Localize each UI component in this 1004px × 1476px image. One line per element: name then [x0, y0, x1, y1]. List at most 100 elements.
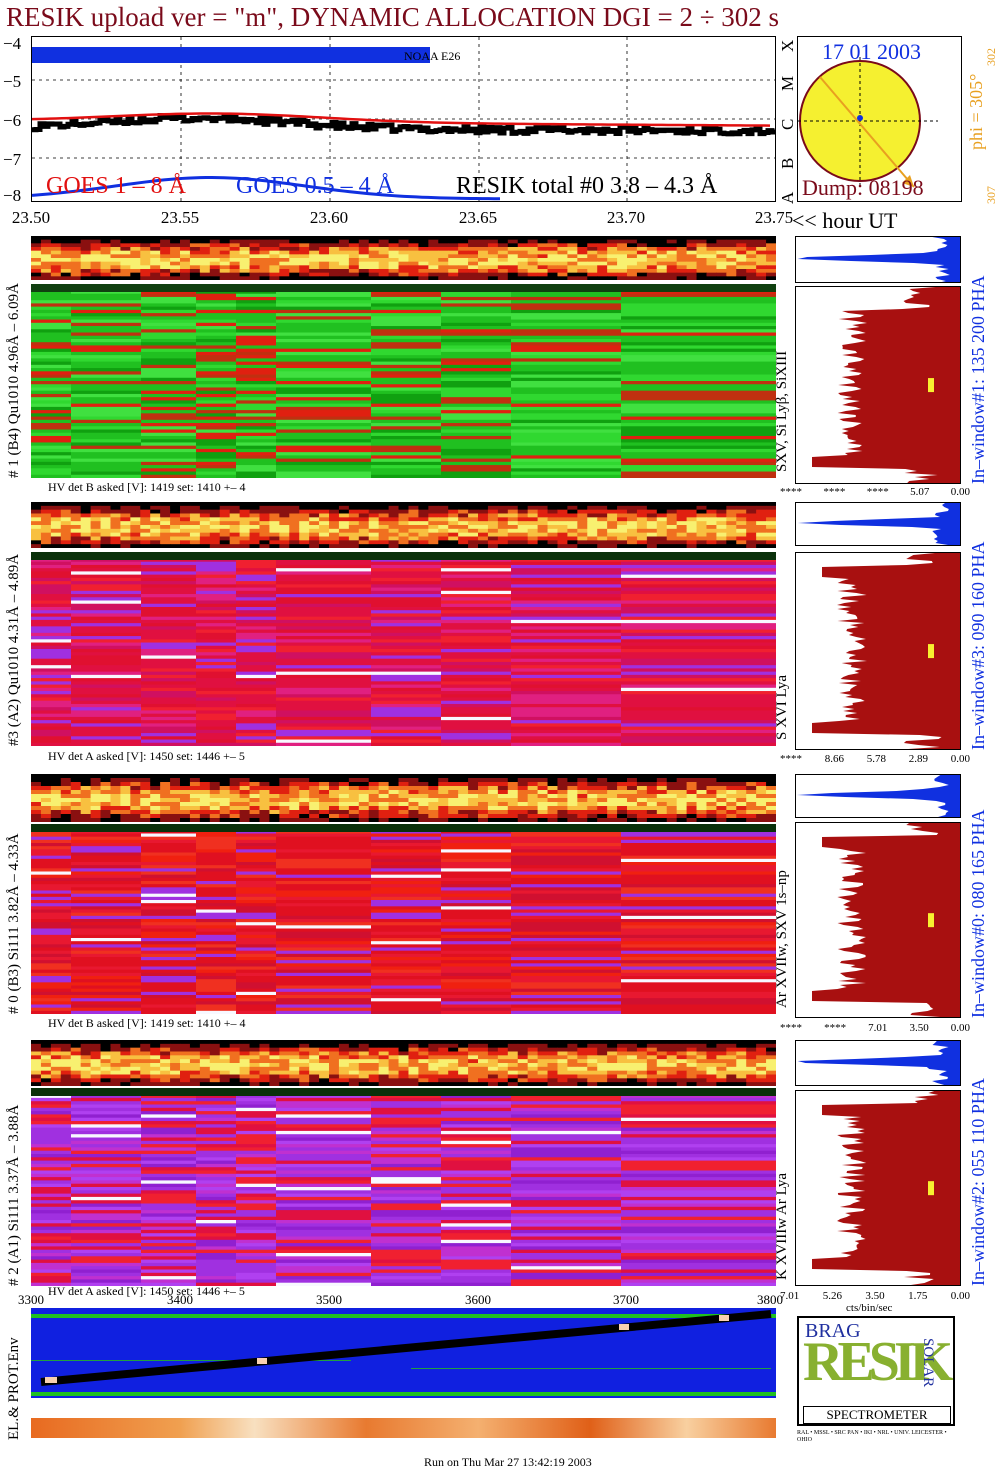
class-b: B	[778, 157, 797, 169]
channel-ch0-overview-strip	[31, 774, 776, 822]
hist-tick-label: 1.75	[908, 1290, 928, 1302]
channel-ch3-window-label: In–window#3: 090 160 PHA	[968, 541, 988, 750]
bottom-tick: 3400	[167, 1292, 193, 1307]
hist-tick-label: 5.26	[822, 1290, 842, 1302]
channel-ch1-hist-ticks: **** **** **** 5.07 0.00	[780, 486, 970, 498]
goes-short-series	[32, 176, 501, 201]
phi-bottom: 307	[984, 186, 998, 204]
env-panel	[31, 1308, 776, 1440]
bottom-tick: 3300	[18, 1292, 44, 1307]
hist-tick-label: 3.50	[865, 1290, 885, 1302]
channel-ch2-wavelength-label: # 2 (A1) Si111 3.37Å – 3.88Å	[6, 1104, 22, 1286]
class-a: A	[778, 191, 797, 204]
hist-tick-label: ****	[780, 753, 802, 765]
hist-tick-label: ****	[866, 486, 889, 498]
hist-tick-label: 0.00	[950, 753, 970, 765]
y-tick-minus4: −4	[3, 34, 22, 53]
logo-solar: SOLAR	[920, 1338, 936, 1388]
time-tick: 23.70	[606, 208, 646, 227]
time-tick: 23.55	[160, 208, 200, 227]
bottom-tick: 3500	[316, 1292, 342, 1307]
time-tick: 23.60	[309, 208, 349, 227]
bottom-tick: 3700	[613, 1292, 639, 1307]
channel-ch0-spectrogram	[31, 824, 776, 1014]
logo-spectrometer: SPECTROMETER	[803, 1406, 951, 1424]
channel-ch3-wavelength-label: #3 (A2) Qu1010 4.31Å – 4.89Å	[6, 553, 22, 746]
sun-disc-svg	[798, 57, 938, 188]
y-tick-minus6: −6	[3, 111, 22, 130]
class-m: M	[778, 75, 797, 91]
channel-ch1-spectrogram	[31, 284, 776, 478]
noaa-bar	[32, 47, 430, 63]
hist-tick-label: 0.00	[950, 1290, 970, 1302]
time-tick: 23.65	[458, 208, 498, 227]
hist-tick-label: 5.07	[910, 486, 930, 498]
logo-resik: RESIK	[803, 1331, 953, 1393]
channel-ch0-lines-label: Ar XVIIw, SXV 1s–np	[774, 870, 790, 1008]
env-label: EL.& PROT.Env	[6, 1337, 22, 1440]
legend-goes-long: GOES 1 – 8 Å	[46, 173, 187, 199]
legend-resik-total: RESIK total #0 3.8 – 4.3 Å	[456, 173, 718, 199]
channel-ch3-overview-strip	[31, 502, 776, 548]
channel-ch3-pha-histogram	[795, 552, 961, 750]
channel-ch1-pha-histogram	[795, 286, 961, 484]
orbit-date: 17 01 2003	[822, 39, 921, 64]
channel-ch0-mini-histogram	[795, 774, 961, 818]
bottom-tick: 3600	[465, 1292, 491, 1307]
dump-label: Dump: 08198	[802, 175, 924, 200]
page-title: RESIK upload ver = "m", DYNAMIC ALLOCATI…	[6, 2, 780, 32]
resik-logo: BRAG RESIK SOLAR SPECTROMETER	[797, 1316, 955, 1426]
hist-tick-label: ****	[780, 486, 802, 498]
channel-ch3-lines-label: S XVI Lya	[774, 675, 790, 740]
hist-tick-label: 0.00	[950, 486, 970, 498]
channel-ch1-mini-histogram	[795, 236, 961, 283]
legend-goes-short: GOES 0.5 – 4 Å	[236, 173, 395, 199]
hist-tick-label: ****	[824, 1022, 847, 1034]
hist-tick-label: ****	[780, 1022, 802, 1034]
channel-ch2-overview-strip	[31, 1040, 776, 1086]
class-c: C	[778, 118, 797, 130]
y-tick-minus8: −8	[3, 186, 22, 205]
channel-ch3-hist-ticks: **** 8.66 5.78 2.89 0.00	[780, 753, 970, 765]
hist-tick-label: 5.78	[866, 753, 886, 765]
channel-ch1-hv-text: HV det B asked [V]: 1419 set: 1410 +– 4	[48, 480, 246, 494]
time-tick: 23.50	[11, 208, 51, 227]
channel-ch1-lines-label: SXV, Si Lyβ, SiXIII	[774, 350, 790, 472]
hist-tick-label: 2.89	[908, 753, 928, 765]
orbit-box: 17 01 2003 Dump: 08198	[797, 36, 962, 202]
channel-ch3-hv-text: HV det A asked [V]: 1450 set: 1446 +– 5	[48, 749, 245, 763]
channel-ch1-wavelength-label: # 1 (B4) Qu1010 4.96Å – 6.09Å	[6, 283, 22, 478]
channel-ch3-mini-histogram	[795, 502, 961, 546]
env-svg	[31, 1308, 776, 1438]
logo-fine-print: RAL • MSSL • SRC PAN • IKI • NRL • UNIV.…	[797, 1430, 947, 1443]
channel-ch2-hist-xlabel: cts/bin/sec	[846, 1302, 893, 1314]
logo-brag: BRAG	[805, 1320, 861, 1342]
phi-label: phi = 305°	[966, 73, 986, 150]
hist-tick-label: 8.66	[824, 753, 844, 765]
lightcurve-plot: NOAA E26 GOES 1 – 8 Å GOES 0.5 – 4 Å RES…	[31, 36, 776, 202]
run-timestamp: Run on Thu Mar 27 13:42:19 2003	[424, 1455, 592, 1469]
class-letters: X M C B A	[778, 34, 797, 204]
noaa-label: NOAA E26	[404, 49, 461, 63]
channel-ch2-pha-histogram	[795, 1090, 961, 1286]
channel-ch0-hv-text: HV det B asked [V]: 1419 set: 1410 +– 4	[48, 1016, 246, 1030]
resik-total-series	[32, 112, 775, 137]
class-x: X	[778, 39, 797, 52]
y-tick-minus5: −5	[3, 72, 22, 91]
channel-ch0-pha-histogram	[795, 822, 961, 1018]
hour-ut-label: << hour UT	[792, 208, 898, 233]
channel-ch2-lines-label: K XVIIIw Ar Lya	[774, 1172, 790, 1280]
channel-ch2-window-label: In–window#2: 055 110 PHA	[968, 1078, 988, 1286]
channel-ch2-hist-ticks: 7.01 5.26 3.50 1.75 0.00	[780, 1290, 970, 1302]
channel-ch2-mini-histogram	[795, 1040, 961, 1086]
lightcurve-svg	[32, 37, 775, 201]
channel-ch0-wavelength-label: # 0 (B3) Si111 3.82Å – 4.33Å	[6, 833, 22, 1014]
channel-ch1-window-label: In–window#1: 135 200 PHA	[968, 275, 988, 484]
channel-ch2-hv-text: HV det A asked [V]: 1450 set: 1446 +– 5	[48, 1284, 245, 1298]
channel-ch0-window-label: In–window#0: 080 165 PHA	[968, 809, 988, 1018]
hist-tick-label: 7.01	[868, 1022, 888, 1034]
channel-ch1-overview-strip	[31, 236, 776, 280]
channel-ch0-hist-ticks: **** **** 7.01 3.50 0.00	[780, 1022, 970, 1034]
phi-top: 302	[984, 48, 998, 66]
bottom-tick: 3800	[757, 1292, 783, 1307]
